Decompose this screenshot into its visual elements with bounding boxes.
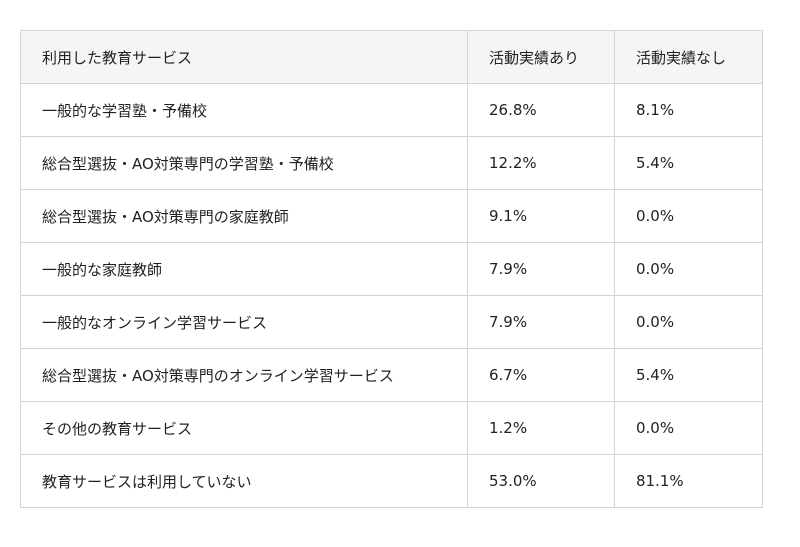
cell-without-activity: 5.4% bbox=[614, 136, 763, 190]
cell-with-activity: 1.2% bbox=[467, 401, 615, 455]
education-service-table: 利用した教育サービス 活動実績あり 活動実績なし 一般的な学習塾・予備校 26.… bbox=[20, 30, 763, 508]
cell-service: 一般的なオンライン学習サービス bbox=[20, 295, 468, 349]
cell-without-activity: 5.4% bbox=[614, 348, 763, 402]
cell-service: 総合型選抜・AO対策専門の家庭教師 bbox=[20, 189, 468, 243]
cell-service: 一般的な家庭教師 bbox=[20, 242, 468, 296]
cell-with-activity: 6.7% bbox=[467, 348, 615, 402]
header-service: 利用した教育サービス bbox=[20, 30, 468, 84]
cell-with-activity: 53.0% bbox=[467, 454, 615, 508]
cell-service: その他の教育サービス bbox=[20, 401, 468, 455]
cell-service: 教育サービスは利用していない bbox=[20, 454, 468, 508]
cell-service: 一般的な学習塾・予備校 bbox=[20, 83, 468, 137]
header-without-activity: 活動実績なし bbox=[614, 30, 763, 84]
cell-without-activity: 81.1% bbox=[614, 454, 763, 508]
table-row: その他の教育サービス 1.2% 0.0% bbox=[20, 401, 763, 455]
cell-without-activity: 0.0% bbox=[614, 242, 763, 296]
cell-with-activity: 12.2% bbox=[467, 136, 615, 190]
table-row: 一般的な家庭教師 7.9% 0.0% bbox=[20, 242, 763, 296]
cell-without-activity: 0.0% bbox=[614, 189, 763, 243]
education-service-table-container: 利用した教育サービス 活動実績あり 活動実績なし 一般的な学習塾・予備校 26.… bbox=[20, 30, 763, 508]
cell-with-activity: 26.8% bbox=[467, 83, 615, 137]
table-row: 総合型選抜・AO対策専門の家庭教師 9.1% 0.0% bbox=[20, 189, 763, 243]
cell-without-activity: 0.0% bbox=[614, 401, 763, 455]
cell-without-activity: 0.0% bbox=[614, 295, 763, 349]
cell-with-activity: 7.9% bbox=[467, 295, 615, 349]
cell-with-activity: 7.9% bbox=[467, 242, 615, 296]
table-row: 一般的なオンライン学習サービス 7.9% 0.0% bbox=[20, 295, 763, 349]
cell-service: 総合型選抜・AO対策専門の学習塾・予備校 bbox=[20, 136, 468, 190]
table-row: 総合型選抜・AO対策専門のオンライン学習サービス 6.7% 5.4% bbox=[20, 348, 763, 402]
table-row: 教育サービスは利用していない 53.0% 81.1% bbox=[20, 454, 763, 508]
cell-without-activity: 8.1% bbox=[614, 83, 763, 137]
table-row: 総合型選抜・AO対策専門の学習塾・予備校 12.2% 5.4% bbox=[20, 136, 763, 190]
table-row: 一般的な学習塾・予備校 26.8% 8.1% bbox=[20, 83, 763, 137]
table-header-row: 利用した教育サービス 活動実績あり 活動実績なし bbox=[20, 30, 763, 84]
cell-service: 総合型選抜・AO対策専門のオンライン学習サービス bbox=[20, 348, 468, 402]
cell-with-activity: 9.1% bbox=[467, 189, 615, 243]
header-with-activity: 活動実績あり bbox=[467, 30, 615, 84]
